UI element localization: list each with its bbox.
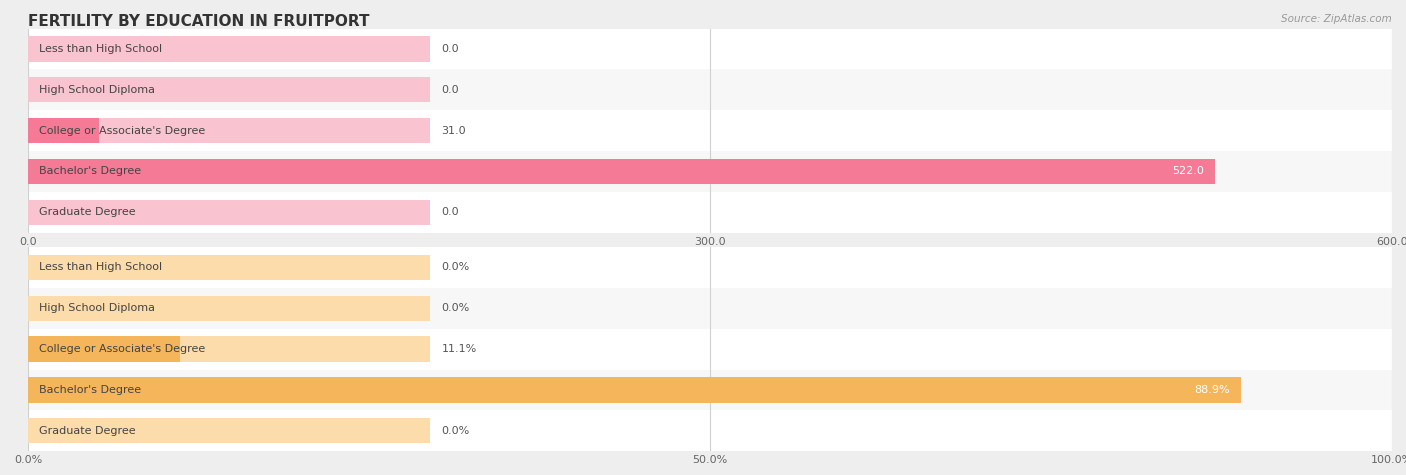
Bar	[28, 69, 1392, 110]
Text: 11.1%: 11.1%	[441, 344, 477, 354]
Text: 88.9%: 88.9%	[1194, 385, 1230, 395]
Bar	[28, 329, 1392, 370]
Bar	[28, 336, 180, 362]
Text: Graduate Degree: Graduate Degree	[39, 207, 135, 218]
Bar	[28, 36, 430, 62]
Bar	[28, 28, 1392, 69]
Bar	[28, 159, 1215, 184]
Bar	[28, 200, 430, 225]
Bar	[28, 247, 1392, 288]
Bar	[28, 295, 430, 321]
Text: 0.0: 0.0	[441, 207, 458, 218]
Text: Less than High School: Less than High School	[39, 44, 162, 54]
Bar	[28, 336, 430, 362]
Bar	[28, 192, 1392, 233]
Text: Source: ZipAtlas.com: Source: ZipAtlas.com	[1281, 14, 1392, 24]
Bar	[28, 110, 1392, 151]
Text: College or Associate's Degree: College or Associate's Degree	[39, 344, 205, 354]
Text: High School Diploma: High School Diploma	[39, 303, 155, 314]
Bar	[28, 370, 1392, 410]
Text: 0.0: 0.0	[441, 85, 458, 95]
Text: Less than High School: Less than High School	[39, 262, 162, 273]
Bar	[28, 159, 430, 184]
Bar	[28, 377, 1240, 403]
Bar	[28, 377, 430, 403]
Text: High School Diploma: High School Diploma	[39, 85, 155, 95]
Bar	[28, 255, 430, 280]
Bar	[28, 418, 430, 444]
Bar	[28, 77, 430, 103]
Text: 522.0: 522.0	[1171, 166, 1204, 177]
Text: Bachelor's Degree: Bachelor's Degree	[39, 166, 141, 177]
Bar	[28, 410, 1392, 451]
Text: 31.0: 31.0	[441, 125, 465, 136]
Text: Bachelor's Degree: Bachelor's Degree	[39, 385, 141, 395]
Bar	[28, 288, 1392, 329]
Text: 0.0%: 0.0%	[441, 426, 470, 436]
Bar	[28, 118, 430, 143]
Text: 0.0%: 0.0%	[441, 262, 470, 273]
Bar	[28, 151, 1392, 192]
Text: Graduate Degree: Graduate Degree	[39, 426, 135, 436]
Text: 0.0%: 0.0%	[441, 303, 470, 314]
Text: College or Associate's Degree: College or Associate's Degree	[39, 125, 205, 136]
Bar	[28, 118, 98, 143]
Text: 0.0: 0.0	[441, 44, 458, 54]
Text: FERTILITY BY EDUCATION IN FRUITPORT: FERTILITY BY EDUCATION IN FRUITPORT	[28, 14, 370, 29]
